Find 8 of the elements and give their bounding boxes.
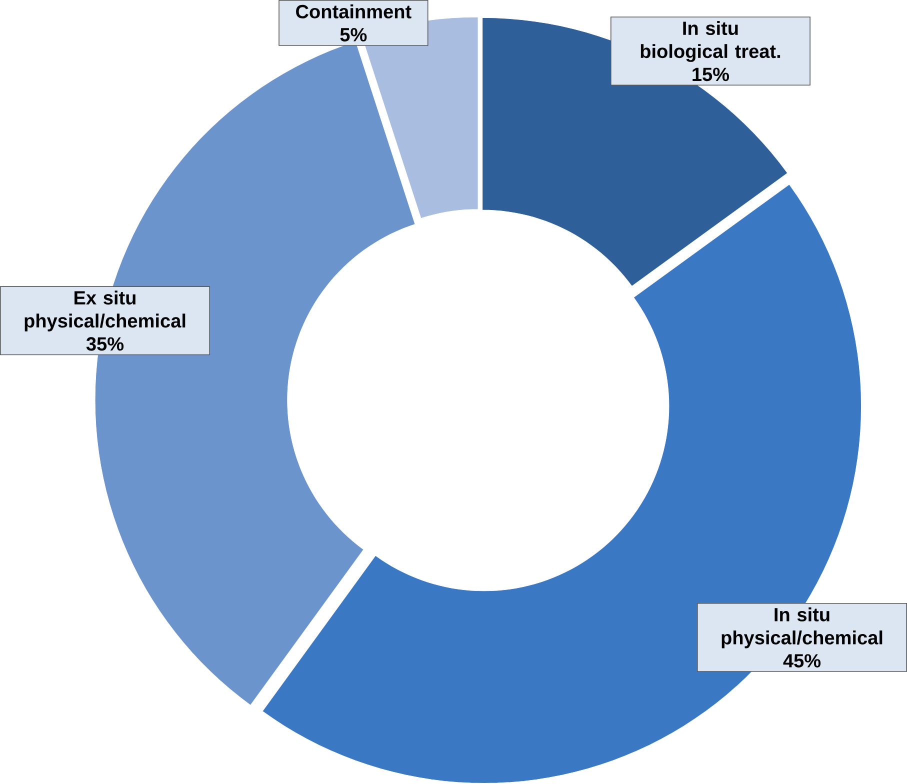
slice-label: In situ physical/chemical: [722, 608, 882, 648]
slice-label: Ex situ physical/chemical: [24, 290, 186, 332]
data-label: 5%: [340, 28, 367, 42]
slice-label: Containment: [296, 4, 412, 19]
data-label: 45%: [783, 654, 821, 668]
data-label: 35%: [86, 337, 124, 351]
data-label: 15%: [692, 68, 730, 82]
slice-label: In situ biological treat.: [640, 21, 780, 62]
